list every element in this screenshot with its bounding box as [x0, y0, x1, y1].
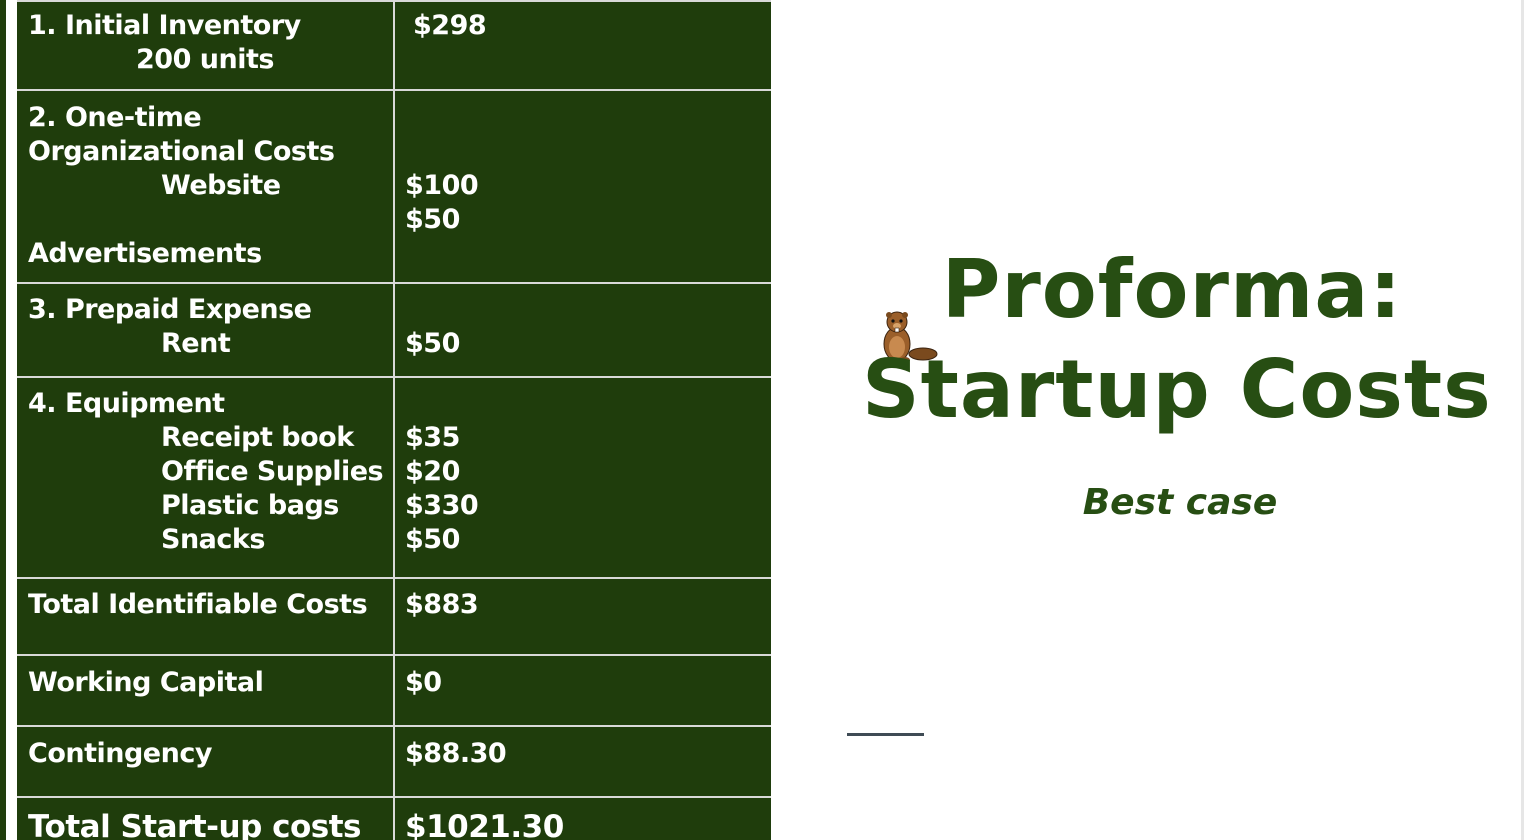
- equipment-item-value: $330: [405, 490, 479, 521]
- prepaid-item-rent: Rent: [161, 328, 231, 359]
- total-startup-label: Total Start-up costs: [28, 809, 361, 840]
- right-edge-border: [1521, 0, 1524, 840]
- accent-divider: [847, 733, 924, 736]
- organizational-item-website: Website: [161, 170, 281, 201]
- equipment-item-label: Plastic bags: [161, 490, 339, 521]
- left-edge-strip: [0, 0, 17, 840]
- table-row-prepaid-expense: 3. Prepaid Expense Rent $50: [17, 282, 771, 376]
- prepaid-label: 3. Prepaid Expense: [28, 294, 312, 325]
- working-capital-label: Working Capital: [28, 667, 264, 698]
- table-row-total-startup: Total Start-up costs $1021.30: [17, 796, 771, 840]
- equipment-item-label: Receipt book: [161, 422, 354, 453]
- organizational-label-1: 2. One-time: [28, 102, 202, 133]
- prepaid-value: $50: [405, 328, 460, 359]
- startup-costs-table: 1. Initial Inventory 200 units $298 2. O…: [17, 0, 771, 840]
- organizational-value-website: $100: [405, 170, 479, 201]
- organizational-label-2: Organizational Costs: [28, 136, 335, 167]
- organizational-value-advertisements: $50: [405, 204, 460, 235]
- equipment-item-label: Office Supplies: [161, 456, 384, 487]
- slide-subtitle: Best case: [1082, 482, 1278, 523]
- contingency-value: $88.30: [405, 738, 507, 769]
- inventory-label: 1. Initial Inventory: [28, 10, 301, 41]
- table-row-initial-inventory: 1. Initial Inventory 200 units $298: [17, 0, 771, 89]
- beaver-icon: [883, 311, 938, 363]
- slide-title-line2: Startup Costs: [862, 343, 1492, 436]
- table-row-organizational-costs: 2. One-time Organizational Costs Website…: [17, 89, 771, 282]
- contingency-label: Contingency: [28, 738, 212, 769]
- total-identifiable-value: $883: [405, 589, 479, 620]
- table-row-contingency: Contingency $88.30: [17, 725, 771, 796]
- equipment-item-label: Snacks: [161, 524, 265, 555]
- table-row-equipment: 4. Equipment Receipt book Office Supplie…: [17, 376, 771, 577]
- equipment-item-value: $50: [405, 524, 460, 555]
- table-row-total-identifiable: Total Identifiable Costs $883: [17, 577, 771, 654]
- slide-title-line1: Proforma:: [941, 243, 1403, 336]
- working-capital-value: $0: [405, 667, 442, 698]
- inventory-units: 200 units: [136, 44, 274, 75]
- slide-title: Proforma: Startup Costs: [862, 240, 1492, 440]
- total-identifiable-label: Total Identifiable Costs: [28, 589, 368, 620]
- equipment-label: 4. Equipment: [28, 388, 225, 419]
- inventory-value: $298: [413, 10, 487, 41]
- equipment-item-value: $20: [405, 456, 460, 487]
- equipment-item-value: $35: [405, 422, 460, 453]
- organizational-item-advertisements: Advertisements: [28, 238, 262, 269]
- table-row-working-capital: Working Capital $0: [17, 654, 771, 725]
- total-startup-value: $1021.30: [405, 809, 564, 840]
- column-divider: [393, 0, 395, 840]
